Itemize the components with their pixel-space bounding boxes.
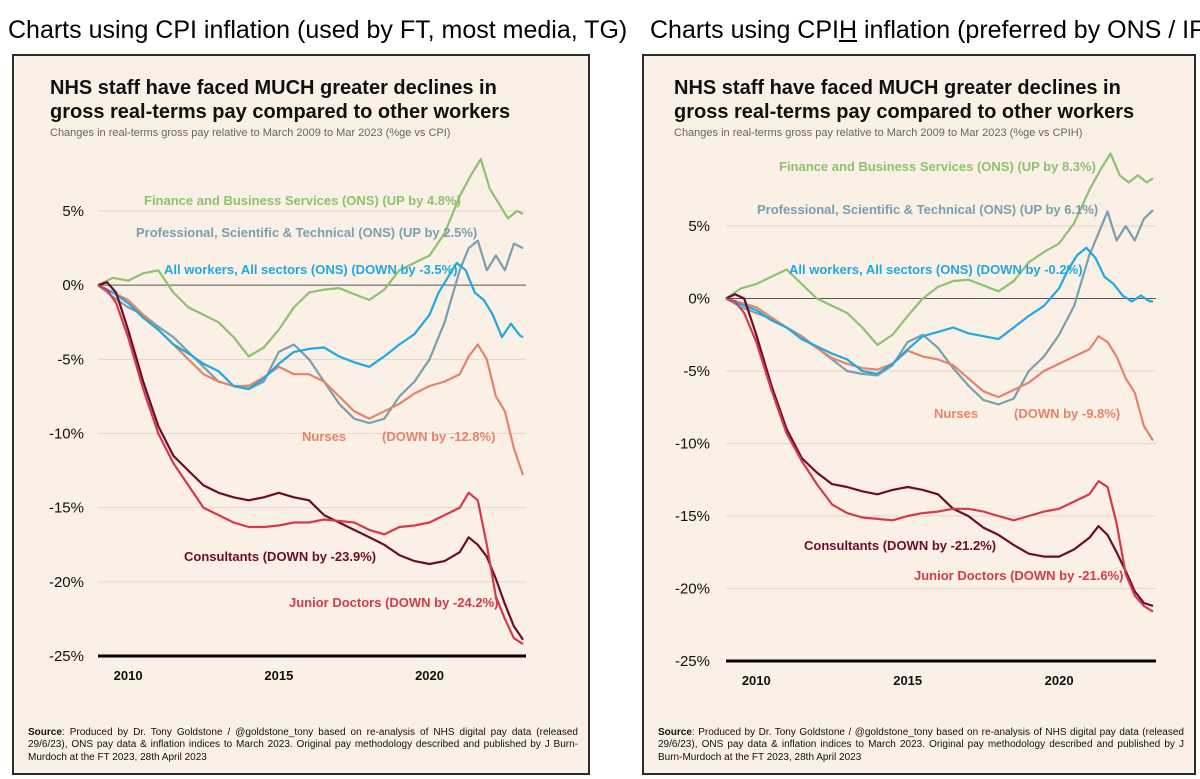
source-text: : Produced by Dr. Tony Goldstone / @gold… xyxy=(658,726,1184,764)
chart-title-line1: NHS staff have faced MUCH greater declin… xyxy=(674,77,1121,99)
series-line-nurses xyxy=(97,284,525,476)
series-label-nurses-change: (DOWN by -12.8%) xyxy=(382,429,495,444)
series-label-junior-doctors: Junior Doctors (DOWN by -24.2%) xyxy=(289,595,498,610)
y-tick-label: -10% xyxy=(675,436,710,453)
x-tick-label: 2010 xyxy=(114,668,143,683)
series-label-finance: Finance and Business Services (ONS) (UP … xyxy=(144,193,461,208)
chart-panel-cpi: NHS staff have faced MUCH greater declin… xyxy=(12,54,590,775)
x-tick-label: 2015 xyxy=(893,673,922,688)
source-note-cpih: Source: Produced by Dr. Tony Goldstone /… xyxy=(658,727,1184,765)
series-label-nurses-change: (DOWN by -9.8%) xyxy=(1014,406,1120,421)
x-tick-label: 2020 xyxy=(415,668,444,683)
chart-title-line1: NHS staff have faced MUCH greater declin… xyxy=(50,77,497,99)
series-label-nurses: Nurses xyxy=(302,429,346,444)
y-tick-label: -5% xyxy=(683,363,710,380)
y-tick-label: -25% xyxy=(675,653,710,670)
y-tick-label: -20% xyxy=(49,574,84,591)
series-line-all-workers xyxy=(725,246,1153,375)
x-tick-label: 2020 xyxy=(1045,673,1074,688)
chart-panel-cpih: NHS staff have faced MUCH greater declin… xyxy=(642,54,1196,775)
x-tick-label: 2015 xyxy=(264,668,293,683)
y-tick-label: -25% xyxy=(49,648,84,665)
y-tick-label: 0% xyxy=(688,291,710,308)
series-label-nurses: Nurses xyxy=(934,406,978,421)
series-label-professional: Professional, Scientific & Technical (ON… xyxy=(136,225,477,240)
series-label-consultants: Consultants (DOWN by -23.9%) xyxy=(184,549,376,564)
y-tick-label: -5% xyxy=(57,351,84,368)
chart-svg-cpi: NHS staff have faced MUCH greater declin… xyxy=(49,77,526,683)
series-line-professional xyxy=(725,209,1154,406)
y-tick-label: 5% xyxy=(688,218,710,235)
right-heading-part1: Charts using CPI xyxy=(650,16,839,44)
series-line-professional xyxy=(97,239,524,425)
chart-title-line2: gross real-terms pay compared to other w… xyxy=(50,101,510,123)
left-heading-text: Charts using CPI inflation (used by FT, … xyxy=(8,16,628,44)
chart-title-line2: gross real-terms pay compared to other w… xyxy=(674,101,1134,123)
series-label-all-workers: All workers, All sectors (ONS) (DOWN by … xyxy=(789,262,1083,277)
x-tick-label: 2010 xyxy=(742,673,771,688)
source-label: Source xyxy=(28,726,62,738)
series-line-consultants xyxy=(97,281,524,641)
series-line-all-workers xyxy=(97,261,524,391)
y-tick-label: -15% xyxy=(675,508,710,525)
y-tick-label: 5% xyxy=(62,203,84,220)
series-label-consultants: Consultants (DOWN by -21.2%) xyxy=(804,538,996,553)
series-line-finance xyxy=(725,152,1154,346)
right-panel-heading: Charts using CPIH inflation (preferred b… xyxy=(650,16,1200,45)
series-label-professional: Professional, Scientific & Technical (ON… xyxy=(757,202,1098,217)
chart-subtitle: Changes in real-terms gross pay relative… xyxy=(50,127,450,139)
series-line-consultants xyxy=(725,293,1154,607)
y-tick-label: -10% xyxy=(49,426,84,443)
series-label-all-workers: All workers, All sectors (ONS) (DOWN by … xyxy=(164,262,458,277)
right-heading-underlined: H xyxy=(838,16,858,44)
series-label-junior-doctors: Junior Doctors (DOWN by -21.6%) xyxy=(914,568,1123,583)
left-panel-heading: Charts using CPI inflation (used by FT, … xyxy=(8,16,627,45)
series-label-finance: Finance and Business Services (ONS) (UP … xyxy=(779,159,1096,174)
source-text: : Produced by Dr. Tony Goldstone / @gold… xyxy=(28,726,578,764)
series-line-finance xyxy=(97,157,524,358)
chart-subtitle: Changes in real-terms gross pay relative… xyxy=(674,127,1082,139)
y-tick-label: -15% xyxy=(49,500,84,517)
right-heading-part2: inflation (preferred by ONS / IFS) xyxy=(857,16,1200,44)
source-label: Source xyxy=(658,726,692,738)
series-line-junior-doctors xyxy=(725,297,1154,613)
series-line-junior-doctors xyxy=(97,284,524,646)
y-tick-label: 0% xyxy=(62,277,84,294)
y-tick-label: -20% xyxy=(675,581,710,598)
source-note-cpi: Source: Produced by Dr. Tony Goldstone /… xyxy=(28,727,578,765)
chart-svg-cpih: NHS staff have faced MUCH greater declin… xyxy=(674,77,1156,688)
